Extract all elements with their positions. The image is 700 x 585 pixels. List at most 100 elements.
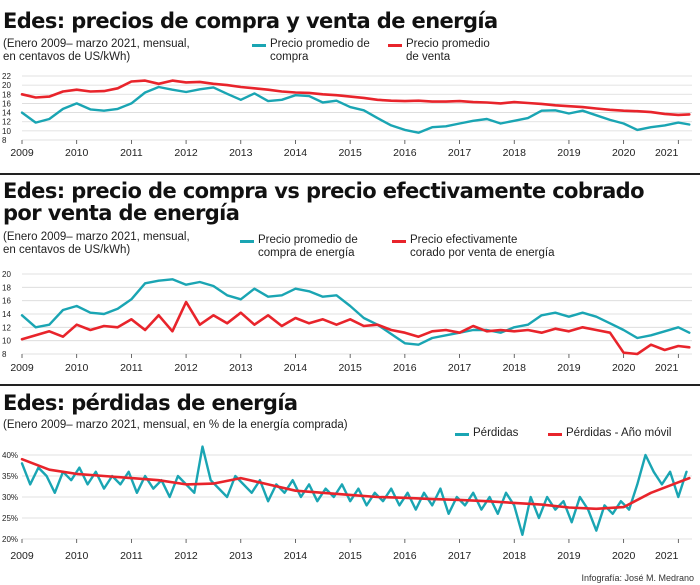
chart-2-ytick-label: 14: [2, 310, 11, 319]
chart-2-series-teal-line: [20, 278, 691, 346]
chart-1-subtitle-line-1: (Enero 2009– marzo 2021, mensual,: [3, 38, 190, 50]
chart-3-xtick-label: 2012: [174, 550, 198, 562]
chart-3-xtick-label: 2017: [448, 550, 472, 562]
chart-2-legend-compra-line-1: Precio promedio de: [258, 234, 358, 246]
chart-2-xtick-label: 2019: [557, 362, 581, 374]
panel-precios-compra-venta: Edes: precios de compra y venta de energ…: [0, 0, 700, 160]
chart-1-ytick-label: 16: [2, 99, 11, 108]
chart-1-legend-venta-swatch: [388, 44, 402, 47]
chart-3-xtick-label: 2011: [120, 550, 143, 562]
chart-3-ytick-label: 40%: [2, 451, 18, 460]
chart-1-ytick-label: 10: [2, 127, 11, 136]
chart-2-xtick-label: 2021: [655, 362, 679, 374]
chart-1-ytick-label: 22: [2, 72, 11, 81]
chart-3-xtick-label: 2021: [655, 550, 679, 562]
chart-1-xtick-label: 2010: [65, 147, 89, 159]
chart-1-xtick-label: 2019: [557, 147, 581, 159]
chart-3-xtick-label: 2018: [503, 550, 527, 562]
chart-3-xtick-label: 2016: [393, 550, 417, 562]
chart-3-xtick-label: 2009: [10, 550, 34, 562]
chart-1-legend-venta-line-1: Precio promedio: [406, 38, 490, 50]
chart-2-xtick-label: 2018: [503, 362, 527, 374]
chart-1-title: Edes: precios de compra y venta de energ…: [3, 9, 498, 33]
chart-2-xtick-label: 2013: [229, 362, 253, 374]
chart-3-ytick-label: 25%: [2, 514, 18, 523]
chart-1-xtick-label: 2021: [655, 147, 679, 159]
chart-1-xtick-label: 2015: [338, 147, 362, 159]
chart-2-ytick-label: 10: [2, 337, 11, 346]
chart-1-xtick-label: 2009: [10, 147, 34, 159]
chart-3-subtitle: (Enero 2009– marzo 2021, mensual, en % d…: [3, 419, 348, 431]
chart-2-ytick-label: 18: [2, 283, 11, 292]
chart-2-legend-cobrado-line-2: corado por venta de energía: [410, 247, 555, 259]
chart-2-xtick-label: 2009: [10, 362, 34, 374]
chart-1-subtitle-line-2: en centavos de US/kWh): [3, 51, 131, 63]
chart-3-legend-movil-label: Pérdidas - Año móvil: [566, 427, 672, 439]
panel-compra-vs-cobrado: Edes: precio de compra vs precio efectiv…: [0, 176, 700, 376]
chart-3-xtick-label: 2014: [284, 550, 308, 562]
chart-1-xtick-label: 2014: [284, 147, 308, 159]
chart-3-xtick-label: 2019: [557, 550, 581, 562]
chart-1-xtick-label: 2012: [174, 147, 198, 159]
chart-2-ytick-label: 20: [2, 270, 11, 279]
chart-3-xtick-label: 2010: [65, 550, 89, 562]
chart-3-series-red-line: [20, 457, 691, 511]
chart-2-title-line-2: por venta de energía: [3, 201, 240, 225]
chart-2-legend-compra-swatch: [240, 240, 254, 243]
chart-3-title: Edes: pérdidas de energía: [3, 391, 298, 415]
chart-1-ytick-label: 18: [2, 90, 11, 99]
chart-1-legend-compra-line-2: compra: [270, 51, 309, 63]
chart-2-legend-compra-line-2: compra de energía: [258, 247, 355, 259]
chart-1-xtick-label: 2017: [448, 147, 472, 159]
chart-2-xtick-label: 2017: [448, 362, 472, 374]
chart-3-xtick-label: 2013: [229, 550, 253, 562]
panel-perdidas: Edes: pérdidas de energía (Enero 2009– m…: [0, 387, 700, 585]
credit: Infografía: José M. Medrano: [581, 573, 694, 583]
chart-3-legend-perdidas-swatch: [455, 433, 469, 436]
chart-3-legend-movil-swatch: [548, 433, 562, 436]
chart-2-series-red-line: [20, 300, 691, 356]
chart-2-subtitle-line-2: en centavos de US/kWh): [3, 244, 131, 256]
chart-2-ytick-label: 8: [2, 350, 7, 359]
chart-3-legend-perdidas-label: Pérdidas: [473, 427, 519, 439]
chart-2-xtick-label: 2011: [120, 362, 143, 374]
chart-2-ytick-label: 16: [2, 297, 11, 306]
separator-1: [0, 173, 700, 175]
chart-1-legend-compra-line-1: Precio promedio de: [270, 38, 370, 50]
chart-3-ytick-label: 35%: [2, 472, 18, 481]
chart-3-plot: 20% 25% 30% 35% 40% 2009 2010 2011 2012 2013 2014 2…: [2, 445, 692, 562]
chart-1-legend-compra-swatch: [252, 44, 266, 47]
chart-2-ytick-label: 12: [2, 323, 11, 332]
chart-2-xtick-label: 2015: [338, 362, 362, 374]
chart-1-xtick-label: 2011: [120, 147, 143, 159]
separator-2: [0, 384, 700, 386]
chart-3-ytick-label: 20%: [2, 535, 18, 544]
chart-2-title: Edes: precio de compra vs precio efectiv…: [3, 179, 645, 203]
chart-2-legend-cobrado-line-1: Precio efectivamente: [410, 234, 518, 246]
chart-3-ytick-label: 30%: [2, 493, 18, 502]
chart-2-xtick-label: 2014: [284, 362, 308, 374]
chart-2-xtick-label: 2016: [393, 362, 417, 374]
chart-2-plot: 8 10 12 14 16 18 20 2009 2010 2011 2012 2013 2014 201…: [2, 270, 692, 374]
chart-3-xtick-label: 2020: [612, 550, 636, 562]
chart-3-series-teal-line: [20, 445, 688, 536]
chart-1-xtick-label: 2016: [393, 147, 417, 159]
chart-2-xtick-label: 2010: [65, 362, 89, 374]
chart-1-xtick-label: 2020: [612, 147, 636, 159]
chart-2-xtick-label: 2020: [612, 362, 636, 374]
chart-1-ytick-label: 20: [2, 81, 11, 90]
chart-1-ytick-label: 12: [2, 118, 11, 127]
chart-2-subtitle-line-1: (Enero 2009– marzo 2021, mensual,: [3, 231, 190, 243]
chart-3-xtick-label: 2015: [338, 550, 362, 562]
chart-1-xtick-label: 2013: [229, 147, 253, 159]
chart-1-ytick-label: 8: [2, 136, 7, 145]
chart-1-series-red-line: [20, 79, 691, 117]
chart-1-legend-venta-line-2: de venta: [406, 51, 451, 63]
chart-1-ytick-label: 14: [2, 109, 11, 118]
chart-2-legend-cobrado-swatch: [392, 240, 406, 243]
chart-2-xtick-label: 2012: [174, 362, 198, 374]
chart-1-xtick-label: 2018: [503, 147, 527, 159]
chart-1-series-teal-line: [20, 85, 691, 134]
